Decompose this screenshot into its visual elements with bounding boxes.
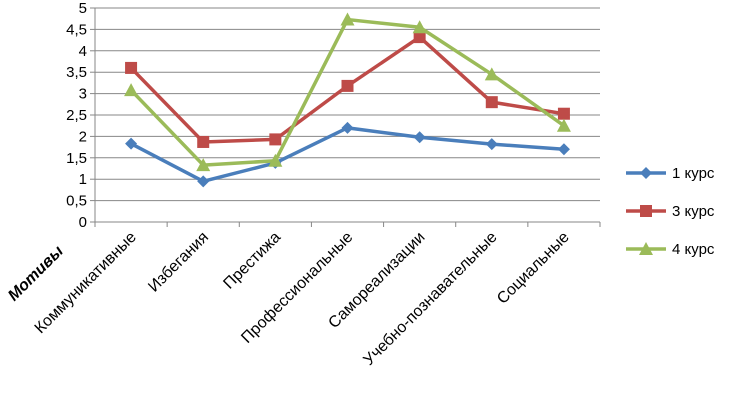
data-point (125, 61, 138, 74)
y-tick-label: 3 (79, 86, 87, 103)
x-axis-title: Мотивы (5, 243, 67, 305)
series (124, 12, 571, 188)
data-point (340, 12, 355, 26)
y-tick-label: 5 (79, 0, 87, 17)
data-point (125, 137, 138, 150)
data-point (124, 83, 139, 97)
data-point (197, 135, 210, 148)
gridlines (95, 7, 600, 202)
y-tick-label: 2 (79, 128, 87, 145)
legend-marker (640, 167, 652, 179)
y-tick-label: 0 (79, 214, 87, 231)
data-point (412, 20, 427, 34)
y-tick-label: 1,5 (66, 150, 87, 167)
x-category-label: Престижа (220, 229, 284, 293)
y-tick-label: 3,5 (66, 64, 87, 81)
series-1 (125, 121, 570, 188)
data-point (196, 158, 211, 172)
y-tick-labels: 0 0,5 1 1,5 2 2,5 3 3,5 4 4,5 5 (66, 0, 87, 231)
legend-marker (639, 242, 653, 255)
y-tick-label: 4,5 (66, 21, 87, 38)
series-2 (125, 31, 570, 148)
data-point (268, 153, 283, 167)
data-point (341, 79, 354, 92)
data-point (413, 131, 426, 144)
legend-label: 4 курс (672, 241, 715, 258)
series-3 (124, 12, 571, 172)
y-tick-label: 0,5 (66, 193, 87, 210)
data-point (556, 118, 571, 132)
legend-label: 1 курс (672, 165, 715, 182)
x-category-label: Избегания (145, 229, 212, 296)
data-point (197, 175, 210, 188)
legend-entry: 1 курс (626, 165, 715, 182)
x-category-label: Социальные (494, 229, 573, 308)
data-point (557, 107, 570, 120)
x-category-label: Учебно-познавательные (360, 229, 500, 369)
y-tick-label: 2,5 (66, 107, 87, 124)
legend-marker (640, 205, 652, 217)
data-point (485, 96, 498, 109)
x-category-labels: Коммуникативные Избегания ПрестижаПрофесси… (32, 229, 573, 369)
data-point (484, 67, 499, 81)
y-tick-label: 1 (79, 171, 87, 188)
y-tick-label: 4 (79, 43, 87, 60)
legend-entry: 3 курс (626, 203, 715, 220)
x-category-label: Коммуникативные (32, 229, 140, 337)
data-point (557, 143, 570, 156)
legend: 1 курс 3 курс 4 курс (626, 165, 715, 258)
data-point (413, 31, 426, 44)
legend-label: 3 курс (672, 203, 715, 220)
data-point (485, 138, 498, 151)
data-point (341, 121, 354, 134)
data-point (269, 133, 282, 146)
legend-entry: 4 курс (626, 241, 715, 258)
axes (90, 7, 601, 227)
